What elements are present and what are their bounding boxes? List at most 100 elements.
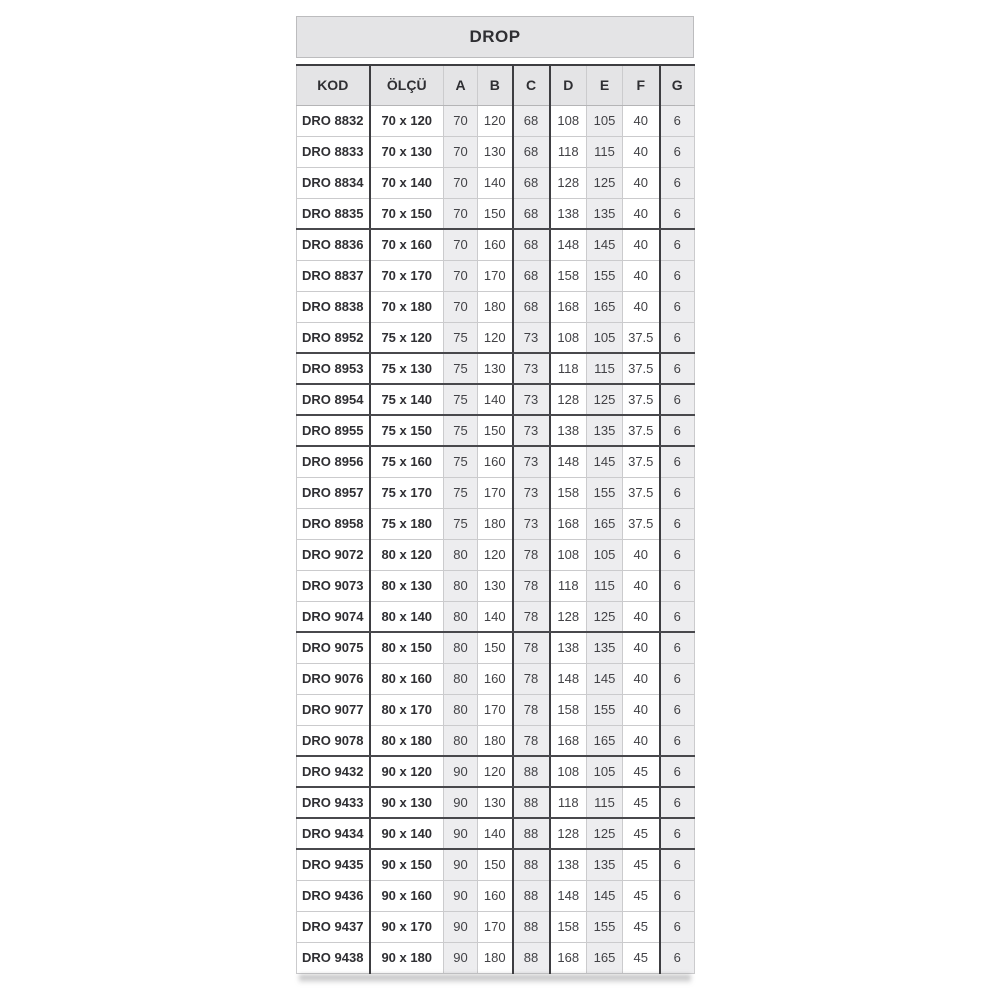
cell-g: 6 [659,879,695,912]
table-row: DRO 9437 90 x 170 90 170 88 158 155 45 6 [296,910,695,943]
table-row: DRO 9435 90 x 150 90 150 88 138 135 45 6 [296,848,695,881]
cell-c: 68 [512,135,551,168]
table-title-banner: DROP [296,16,694,58]
cell-d: 148 [549,228,587,261]
cell-e: 165 [586,290,623,323]
cell-b: 160 [477,445,514,478]
cell-olcu: 90 x 130 [369,786,444,819]
cell-kod: DRO 9075 [296,631,371,664]
cell-a: 90 [443,941,478,974]
cell-e: 155 [586,910,623,943]
cell-g: 6 [659,631,695,664]
cell-d: 108 [549,104,587,137]
cell-b: 160 [477,662,514,695]
cell-c: 73 [512,321,551,354]
cell-d: 138 [549,848,587,881]
cell-b: 170 [477,476,514,509]
table-row: DRO 8953 75 x 130 75 130 73 118 115 37.5 6 [296,352,695,385]
cell-a: 70 [443,135,478,168]
cell-d: 158 [549,910,587,943]
cell-g: 6 [659,383,695,416]
cell-kod: DRO 8835 [296,197,371,230]
cell-olcu: 90 x 120 [369,755,444,788]
cell-f: 37.5 [622,352,661,385]
cell-d: 138 [549,631,587,664]
cell-e: 105 [586,104,623,137]
table-row: DRO 8838 70 x 180 70 180 68 168 165 40 6 [296,290,695,323]
cell-kod: DRO 9437 [296,910,371,943]
cell-c: 88 [512,817,551,850]
cell-f: 40 [622,693,661,726]
cell-kod: DRO 8955 [296,414,371,447]
cell-c: 78 [512,600,551,633]
cell-kod: DRO 9074 [296,600,371,633]
cell-f: 40 [622,259,661,292]
table-row: DRO 8835 70 x 150 70 150 68 138 135 40 6 [296,197,695,230]
cell-b: 170 [477,910,514,943]
cell-c: 88 [512,879,551,912]
cell-e: 135 [586,414,623,447]
cell-kod: DRO 8837 [296,259,371,292]
cell-b: 140 [477,817,514,850]
cell-olcu: 75 x 170 [369,476,444,509]
cell-c: 78 [512,724,551,757]
cell-a: 80 [443,631,478,664]
cell-d: 108 [549,321,587,354]
cell-g: 6 [659,941,695,974]
cell-e: 125 [586,166,623,199]
cell-c: 78 [512,693,551,726]
cell-olcu: 70 x 170 [369,259,444,292]
cell-c: 78 [512,569,551,602]
cell-f: 45 [622,941,661,974]
cell-g: 6 [659,693,695,726]
cell-olcu: 70 x 120 [369,104,444,137]
cell-d: 138 [549,197,587,230]
cell-b: 120 [477,538,514,571]
cell-c: 88 [512,786,551,819]
cell-olcu: 80 x 170 [369,693,444,726]
cell-e: 105 [586,538,623,571]
cell-d: 128 [549,383,587,416]
cell-e: 155 [586,476,623,509]
cell-d: 168 [549,290,587,323]
cell-kod: DRO 9434 [296,817,371,850]
cell-f: 37.5 [622,445,661,478]
cell-c: 88 [512,848,551,881]
cell-g: 6 [659,569,695,602]
cell-a: 70 [443,166,478,199]
cell-a: 90 [443,910,478,943]
cell-e: 115 [586,135,623,168]
table-row: DRO 8955 75 x 150 75 150 73 138 135 37.5 6 [296,414,695,447]
cell-d: 118 [549,135,587,168]
cell-a: 90 [443,848,478,881]
cell-e: 145 [586,228,623,261]
cell-kod: DRO 9433 [296,786,371,819]
table-body: DRO 8832 70 x 120 70 120 68 108 105 40 6 DRO 8833… [296,104,695,974]
cell-f: 37.5 [622,476,661,509]
cell-kod: DRO 9077 [296,693,371,726]
cell-b: 180 [477,507,514,540]
cell-f: 40 [622,290,661,323]
cell-olcu: 75 x 120 [369,321,444,354]
cell-c: 88 [512,910,551,943]
cell-a: 80 [443,662,478,695]
cell-b: 160 [477,228,514,261]
cell-a: 75 [443,321,478,354]
table-row: DRO 8952 75 x 120 75 120 73 108 105 37.5 6 [296,321,695,354]
cell-kod: DRO 8957 [296,476,371,509]
cell-a: 75 [443,445,478,478]
cell-e: 125 [586,383,623,416]
table-row: DRO 9074 80 x 140 80 140 78 128 125 40 6 [296,600,695,633]
cell-f: 37.5 [622,321,661,354]
table-row: DRO 8833 70 x 130 70 130 68 118 115 40 6 [296,135,695,168]
table-row: DRO 8834 70 x 140 70 140 68 128 125 40 6 [296,166,695,199]
cell-olcu: 70 x 130 [369,135,444,168]
cell-c: 73 [512,414,551,447]
cell-b: 140 [477,166,514,199]
cell-kod: DRO 8958 [296,507,371,540]
cell-f: 45 [622,879,661,912]
cell-kod: DRO 9432 [296,755,371,788]
cell-d: 158 [549,259,587,292]
cell-c: 78 [512,538,551,571]
cell-f: 37.5 [622,414,661,447]
